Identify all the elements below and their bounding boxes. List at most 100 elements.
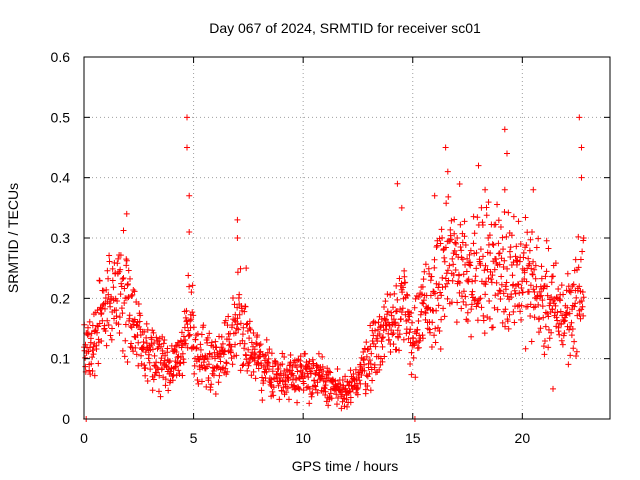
data-point — [188, 316, 195, 323]
data-point — [187, 317, 194, 324]
data-point — [393, 308, 400, 315]
data-point — [212, 338, 219, 345]
data-point — [576, 311, 583, 318]
data-point — [327, 369, 334, 376]
data-point — [532, 275, 539, 282]
data-point — [405, 335, 412, 342]
data-point — [449, 255, 456, 262]
data-point — [390, 330, 397, 337]
data-point — [222, 317, 229, 324]
data-point — [514, 303, 521, 310]
data-point — [470, 213, 477, 220]
data-point — [518, 285, 525, 292]
data-point — [212, 391, 219, 398]
data-point — [129, 291, 136, 298]
data-point — [573, 352, 580, 359]
data-point — [533, 244, 540, 251]
data-point — [302, 350, 309, 357]
data-point — [235, 326, 242, 333]
data-point — [106, 258, 113, 265]
data-point — [500, 246, 507, 253]
data-point — [205, 375, 212, 382]
data-point — [445, 193, 452, 200]
data-point — [117, 291, 124, 298]
data-point — [408, 371, 415, 378]
data-point — [415, 339, 422, 346]
data-point — [223, 359, 230, 366]
data-point — [475, 162, 482, 169]
data-point — [241, 345, 248, 352]
data-point — [297, 361, 304, 368]
data-point — [431, 256, 438, 263]
data-points — [81, 114, 587, 422]
data-point — [279, 350, 286, 357]
data-point — [172, 343, 179, 350]
data-point — [197, 346, 204, 353]
data-point — [560, 291, 567, 298]
data-point — [280, 384, 287, 391]
data-point — [464, 309, 471, 316]
data-point — [469, 288, 476, 295]
data-point — [385, 330, 392, 337]
data-point — [440, 305, 447, 312]
data-point — [229, 361, 236, 368]
data-point — [548, 329, 555, 336]
data-point — [542, 323, 549, 330]
data-point — [268, 350, 275, 357]
data-point — [579, 303, 586, 310]
data-point — [425, 265, 432, 272]
data-point — [529, 271, 536, 278]
data-point — [454, 299, 461, 306]
data-point — [131, 288, 138, 295]
data-point — [521, 269, 528, 276]
data-point — [377, 355, 384, 362]
data-point — [153, 334, 160, 341]
data-point — [418, 308, 425, 315]
x-axis-label: GPS time / hours — [292, 458, 399, 474]
data-point — [157, 359, 164, 366]
data-point — [123, 257, 130, 264]
data-point — [206, 330, 213, 337]
data-point — [567, 352, 574, 359]
data-point — [546, 302, 553, 309]
data-point — [535, 235, 542, 242]
data-point — [116, 330, 123, 337]
data-point — [85, 324, 92, 331]
data-point — [157, 393, 164, 400]
data-point — [89, 368, 96, 375]
data-point — [244, 360, 251, 367]
data-point — [468, 291, 475, 298]
data-point — [175, 367, 182, 374]
data-point — [259, 374, 266, 381]
data-point — [84, 331, 91, 338]
data-point — [420, 297, 427, 304]
data-point — [127, 323, 134, 330]
data-point — [316, 376, 323, 383]
data-point — [438, 226, 445, 233]
data-point — [121, 353, 128, 360]
data-point — [390, 304, 397, 311]
data-point — [146, 342, 153, 349]
data-point — [366, 370, 373, 377]
data-point — [387, 291, 394, 298]
data-point — [546, 335, 553, 342]
data-point — [95, 360, 102, 367]
data-point — [135, 362, 142, 369]
data-point — [487, 268, 494, 275]
y-tick-label: 0.5 — [51, 109, 71, 125]
data-point — [416, 337, 423, 344]
data-point — [170, 371, 177, 378]
data-point — [562, 309, 569, 316]
data-point — [388, 312, 395, 319]
data-point — [101, 322, 108, 329]
data-point — [232, 341, 239, 348]
data-point — [93, 346, 100, 353]
data-point — [91, 372, 98, 379]
data-point — [234, 269, 241, 276]
data-point — [146, 359, 153, 366]
data-point — [369, 377, 376, 384]
data-point — [245, 346, 252, 353]
data-point — [406, 329, 413, 336]
data-point — [545, 313, 552, 320]
data-point — [236, 311, 243, 318]
